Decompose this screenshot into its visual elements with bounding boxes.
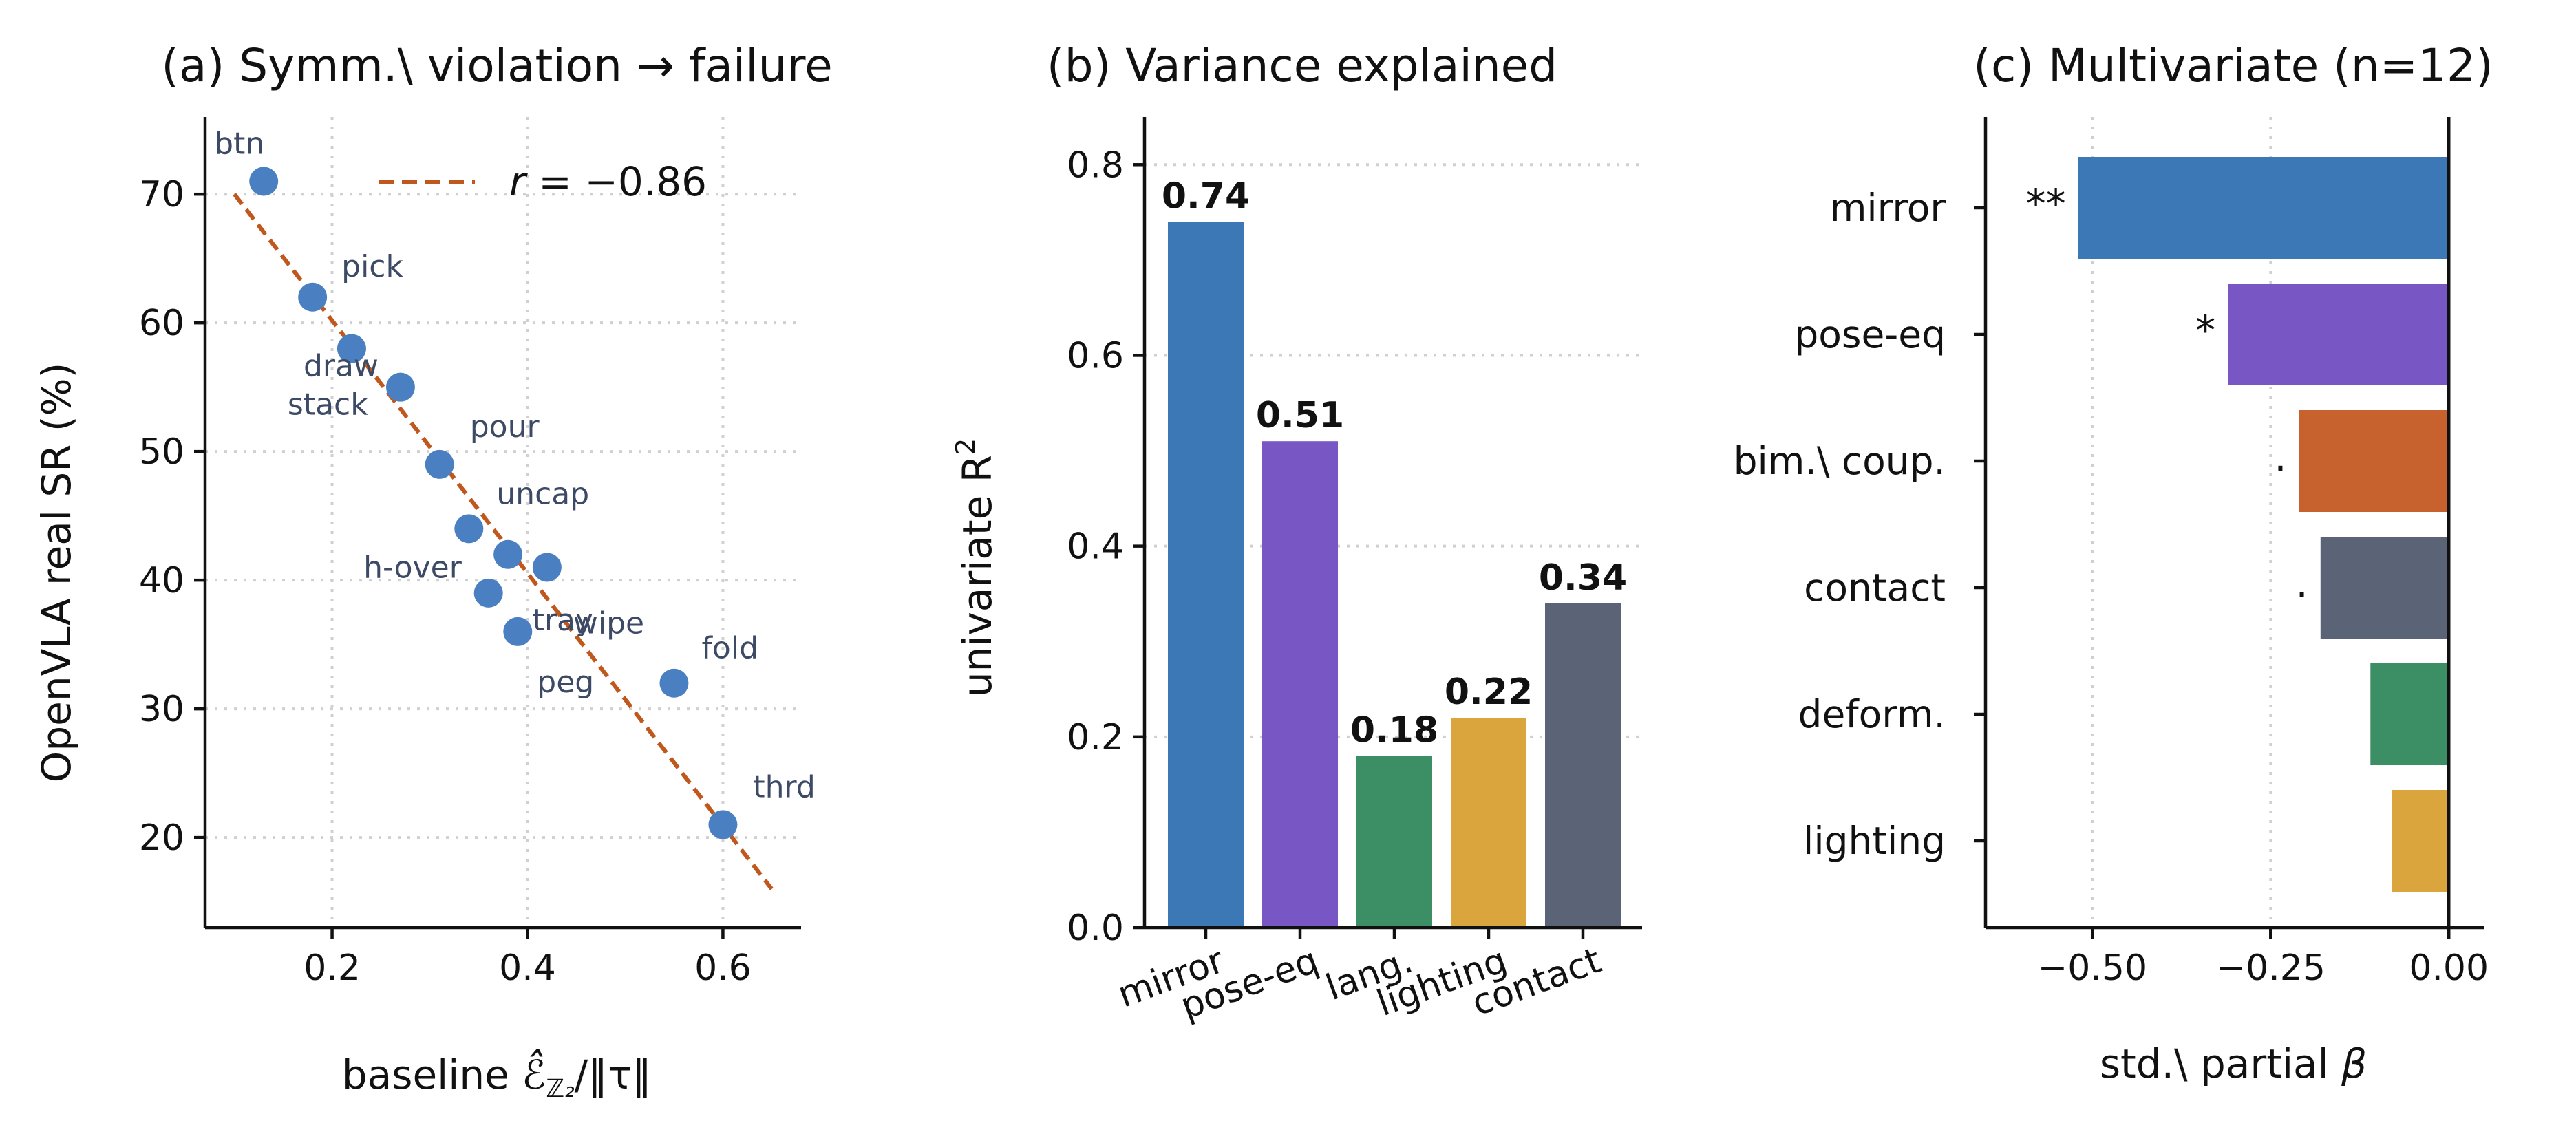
scatter-point-label: tray [533,603,593,638]
scatter-point-label: thrd [753,769,815,804]
scatter-point [425,449,454,479]
scatter-x-tick-label: 0.4 [499,948,556,989]
multivariate-bar [2320,537,2449,639]
variance-y-tick-label: 0.6 [1067,335,1124,376]
variance-bar-panel: 0.740.510.180.220.34 0.00.20.40.60.8mirr… [950,39,1642,1027]
multivariate-x-tick-label: −0.25 [2216,948,2325,989]
multivariate-y-tick-label: pose-eq [1794,312,1946,356]
variance-bar [1168,222,1244,928]
variance-bar [1545,603,1621,928]
scatter-legend: r = −0.86 [379,158,707,205]
scatter-y-tick-label: 60 [139,303,184,344]
variance-bar-value-label: 0.18 [1350,710,1438,751]
multivariate-bar [2370,663,2449,765]
multivariate-bar [2392,790,2449,892]
multivariate-bar [2078,157,2449,259]
scatter-y-tick-label: 70 [139,174,184,215]
scatter-y-tick-label: 50 [139,431,184,473]
variance-y-tick-label: 0.2 [1067,717,1124,758]
scatter-point-label: peg [537,665,594,700]
multivariate-y-tick-label: lighting [1803,819,1946,863]
variance-bar-value-label: 0.74 [1162,175,1250,217]
scatter-x-tick-label: 0.2 [304,948,361,989]
multivariate-x-axis-label: std.\ partial β [2100,1040,2367,1087]
scatter-point-label: pour [470,409,540,445]
scatter-point [532,553,562,582]
scatter-point [249,167,279,196]
scatter-point [503,617,533,646]
scatter-point-label: pick [341,249,403,284]
scatter-point-label: h-over [363,550,462,586]
scatter-point [454,514,484,544]
scatter-x-tick-label: 0.6 [694,948,752,989]
variance-y-tick-label: 0.4 [1067,526,1124,568]
scatter-point-label: wipe [573,606,644,641]
scatter-x-axis-label: baseline ℰ̂ℤ₂/‖τ‖ [342,1049,652,1103]
variance-y-tick-label: 0.8 [1067,145,1124,186]
scatter-point-label: btn [214,126,264,161]
variance-bar [1356,756,1432,928]
variance-bar-value-label: 0.34 [1539,557,1627,599]
multivariate-y-tick-label: contact [1804,566,1946,610]
legend-fit-label: r = −0.86 [509,158,707,205]
scatter-point [493,539,523,569]
scatter-y-axis-label: OpenVLA real SR (%) [33,363,80,783]
scatter-point-label: draw [304,349,379,384]
multivariate-y-tick-label: bim.\ coup. [1734,439,1946,483]
scatter-point [473,578,503,608]
scatter-point-label: uncap [496,476,589,511]
scatter-y-tick-label: 40 [139,560,184,601]
multivariate-significance-marker: . [2295,560,2308,607]
scatter-point [298,282,328,312]
variance-y-axis-label: univariate R2 [950,438,1001,697]
multivariate-significance-marker: . [2274,434,2286,480]
variance-bar-value-label: 0.51 [1256,395,1344,436]
variance-bar-value-label: 0.22 [1445,672,1533,713]
multivariate-significance-marker: ** [2026,180,2066,227]
scatter-y-tick-label: 20 [139,817,184,859]
scatter-point [385,372,415,402]
variance-bar [1451,718,1526,928]
multivariate-x-tick-label: −0.50 [2038,948,2147,989]
scatter-point [708,810,738,839]
scatter-point-label: stack [288,387,368,422]
multivariate-x-tick-label: 0.00 [2409,948,2489,989]
multivariate-bar [2228,284,2449,385]
scatter-fit-line [233,193,774,890]
scatter-point [659,668,689,698]
scatter-title: (a) Symm.\ violation → failure [161,39,832,92]
variance-title: (b) Variance explained [1047,39,1557,92]
multivariate-title: (c) Multivariate (n=12) [1973,39,2493,92]
multivariate-y-tick-label: deform. [1798,692,1946,736]
scatter-point-label: fold [701,631,758,666]
multivariate-significance-marker: * [2195,307,2215,354]
multivariate-bar [2299,410,2449,512]
variance-y-tick-label: 0.0 [1067,908,1124,949]
multivariate-y-tick-label: mirror [1830,186,1946,230]
scatter-point [337,334,366,363]
variance-bar [1262,441,1338,928]
scatter-y-tick-label: 30 [139,689,184,730]
